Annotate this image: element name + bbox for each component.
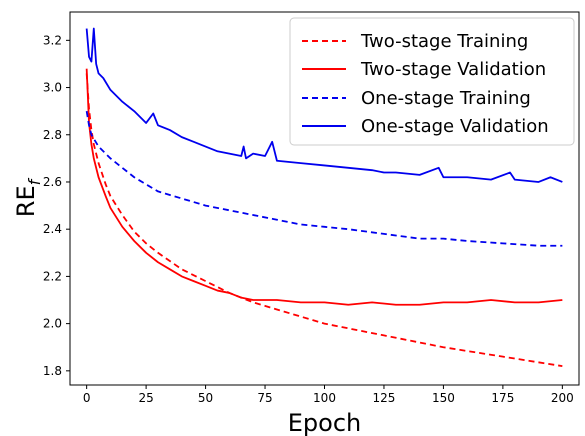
series-layer <box>85 27 563 367</box>
plot-frame <box>69 11 580 386</box>
x-tick-label: 100 <box>313 391 336 405</box>
x-tick-label: 0 <box>83 391 91 405</box>
y-tick-label: 1.8 <box>43 364 62 378</box>
y-axis-title: REf <box>12 177 44 217</box>
axis-ticks: 0 25 50 75 100 125 150 175 200 1.8 2.0 2.2 2.4 2.6 2.8… <box>43 33 574 405</box>
y-tick-label: 3.0 <box>43 81 62 95</box>
y-axis-title-main: RE <box>12 185 40 217</box>
legend: Two-stage Training Two-stage Validation … <box>289 17 575 146</box>
x-tick-label: 25 <box>138 391 153 405</box>
y-tick-label: 2.6 <box>43 175 62 189</box>
x-axis-title: Epoch <box>288 409 362 436</box>
series-line-one-stage-training <box>85 111 563 247</box>
x-tick-label: 75 <box>257 391 272 405</box>
y-tick-label: 2.8 <box>43 128 62 142</box>
y-tick-label: 2.0 <box>43 317 62 331</box>
x-tick-label: 175 <box>491 391 514 405</box>
legend-label-one-stage-validation: One-stage Validation <box>361 116 549 137</box>
legend-label-two-stage-validation: Two-stage Validation <box>360 59 546 80</box>
y-axis-title-subscript: f <box>25 177 44 185</box>
series-line-one-stage-validation <box>85 27 563 183</box>
series-line-two-stage-validation <box>85 68 563 306</box>
x-tick-label: 150 <box>432 391 455 405</box>
y-tick-label: 2.2 <box>43 269 62 283</box>
y-tick-label: 2.4 <box>43 222 62 236</box>
legend-box <box>289 17 575 146</box>
y-tick-label: 3.2 <box>43 33 62 47</box>
legend-label-two-stage-training: Two-stage Training <box>360 31 528 52</box>
x-tick-label: 50 <box>198 391 213 405</box>
x-tick-label: 125 <box>373 391 396 405</box>
series-line-two-stage-training <box>85 73 563 367</box>
legend-label-one-stage-training: One-stage Training <box>361 88 531 109</box>
x-tick-label: 200 <box>551 391 574 405</box>
